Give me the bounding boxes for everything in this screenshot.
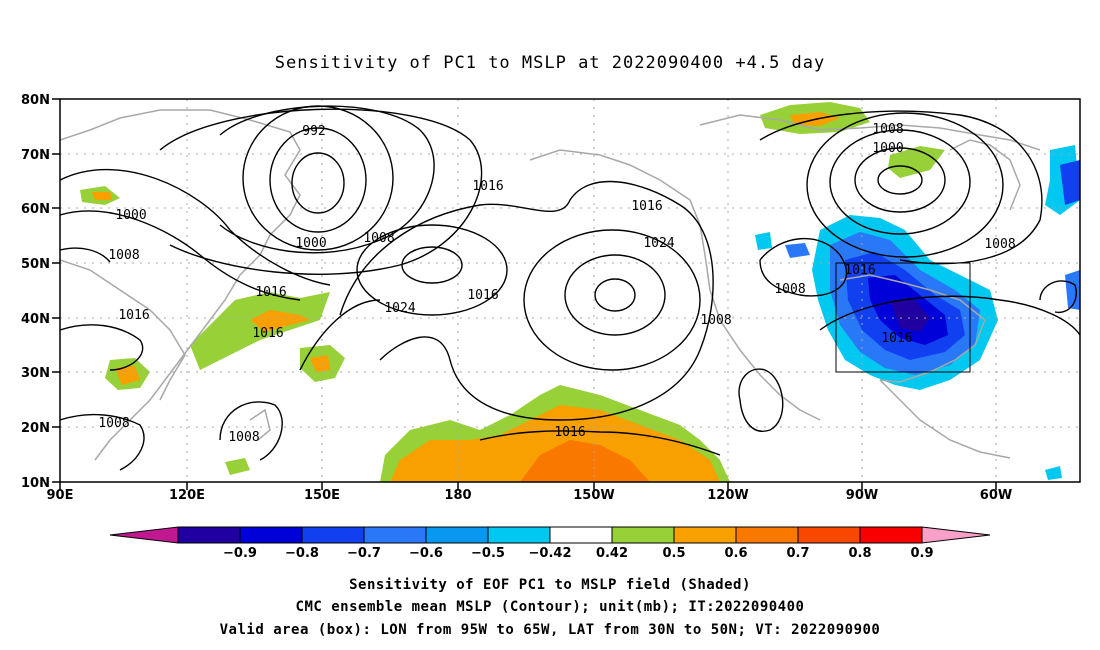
contour-label: 1000 bbox=[115, 208, 146, 223]
lon-label: 60W bbox=[980, 488, 1012, 503]
colorbar-label: −0.42 bbox=[529, 546, 572, 561]
colorbar-label: 0.9 bbox=[910, 546, 933, 561]
contour-label: 1016 bbox=[467, 288, 498, 303]
map-panel: 992 1000 1000 1008 1008 1016 1016 1016 1… bbox=[60, 99, 1080, 482]
lat-label: 50N bbox=[21, 257, 50, 272]
colorbar-cell bbox=[487, 526, 551, 544]
lon-label: 90W bbox=[846, 488, 878, 503]
lon-label: 150W bbox=[573, 488, 614, 503]
lat-label: 30N bbox=[21, 366, 50, 381]
lat-label: 80N bbox=[21, 93, 50, 108]
colorbar-end-high bbox=[921, 526, 991, 544]
contour-label: 1008 bbox=[774, 282, 805, 297]
contour-label: 1016 bbox=[881, 331, 912, 346]
contour-label: 1016 bbox=[554, 425, 585, 440]
lat-label: 40N bbox=[21, 312, 50, 327]
positive-core-pacific bbox=[390, 405, 720, 482]
colorbar-label: 0.7 bbox=[786, 546, 809, 561]
contour-label: 1008 bbox=[872, 122, 903, 137]
colorbar-cell bbox=[301, 526, 365, 544]
colorbar-cell bbox=[673, 526, 737, 544]
contour-labels: 992 1000 1000 1008 1008 1016 1016 1016 1… bbox=[98, 122, 1015, 445]
colorbar-cell bbox=[549, 526, 613, 544]
contour-label: 1008 bbox=[984, 237, 1015, 252]
contour-label: 1008 bbox=[98, 416, 129, 431]
longitude-labels: 90E 120E 150E 180 150W 120W 90W 60W bbox=[47, 488, 1013, 503]
colorbar-label: 0.6 bbox=[724, 546, 747, 561]
axis-ticks bbox=[52, 98, 997, 490]
contour-label: 1024 bbox=[643, 236, 674, 251]
colorbar-cell bbox=[859, 526, 923, 544]
caption-shaded: Sensitivity of EOF PC1 to MSLP field (Sh… bbox=[349, 577, 751, 593]
colorbar-label: 0.8 bbox=[848, 546, 871, 561]
colorbar-labels: −0.9 −0.8 −0.7 −0.6 −0.5 −0.42 0.42 0.5 0.6 0.7 0.… bbox=[223, 546, 933, 561]
mslp-contours bbox=[60, 105, 1080, 471]
lat-label: 20N bbox=[21, 421, 50, 436]
contour-label: 1016 bbox=[631, 199, 662, 214]
colorbar-cell bbox=[239, 526, 303, 544]
contour-label: 1008 bbox=[700, 313, 731, 328]
valid-area-box bbox=[835, 262, 971, 373]
colorbar-label: −0.8 bbox=[285, 546, 319, 561]
contour-label: 1024 bbox=[384, 301, 415, 316]
colorbar-label: 0.5 bbox=[662, 546, 685, 561]
contour-label: 1008 bbox=[108, 248, 139, 263]
lat-label: 70N bbox=[21, 148, 50, 163]
lat-label: 60N bbox=[21, 202, 50, 217]
colorbar-cell bbox=[177, 526, 241, 544]
contour-label: 1000 bbox=[295, 236, 326, 251]
colorbar-cell bbox=[425, 526, 489, 544]
contour-label: 1008 bbox=[228, 430, 259, 445]
contour-label: 992 bbox=[302, 124, 325, 139]
caption-contour: CMC ensemble mean MSLP (Contour); unit(m… bbox=[296, 599, 805, 615]
contour-label: 1000 bbox=[872, 141, 903, 156]
plot-title: Sensitivity of PC1 to MSLP at 2022090400… bbox=[275, 53, 826, 73]
contour-label: 1016 bbox=[472, 179, 503, 194]
caption-valid-area: Valid area (box): LON from 95W to 65W, L… bbox=[220, 622, 881, 638]
colorbar-label: −0.5 bbox=[471, 546, 505, 561]
lat-label: 10N bbox=[21, 476, 50, 491]
contour-label: 1016 bbox=[844, 263, 875, 278]
colorbar-cell bbox=[797, 526, 861, 544]
lon-label: 90E bbox=[47, 488, 74, 503]
positive-area-asia bbox=[190, 292, 330, 370]
map-frame bbox=[59, 98, 1081, 483]
lon-label: 120E bbox=[169, 488, 205, 503]
contour-label: 1016 bbox=[255, 285, 286, 300]
colorbar-label: −0.9 bbox=[223, 546, 257, 561]
contour-label: 1016 bbox=[252, 326, 283, 341]
lon-label: 180 bbox=[444, 488, 471, 503]
latitude-labels: 80N 70N 60N 50N 40N 30N 20N 10N bbox=[21, 93, 50, 491]
coastlines bbox=[60, 109, 1041, 461]
colorbar-label: −0.6 bbox=[409, 546, 443, 561]
colorbar: −0.9 −0.8 −0.7 −0.6 −0.5 −0.42 0.42 0.5 0.6 0.7 0.… bbox=[109, 526, 991, 561]
colorbar-cell bbox=[735, 526, 799, 544]
colorbar-end-low bbox=[109, 526, 179, 544]
colorbar-cell bbox=[363, 526, 427, 544]
lon-label: 120W bbox=[707, 488, 748, 503]
lon-label: 150E bbox=[304, 488, 340, 503]
contour-label: 1008 bbox=[363, 231, 394, 246]
colorbar-cell bbox=[611, 526, 675, 544]
colorbar-label: −0.7 bbox=[347, 546, 381, 561]
contour-label: 1016 bbox=[118, 308, 149, 323]
colorbar-cells bbox=[177, 526, 923, 544]
colorbar-label: 0.42 bbox=[596, 546, 628, 561]
